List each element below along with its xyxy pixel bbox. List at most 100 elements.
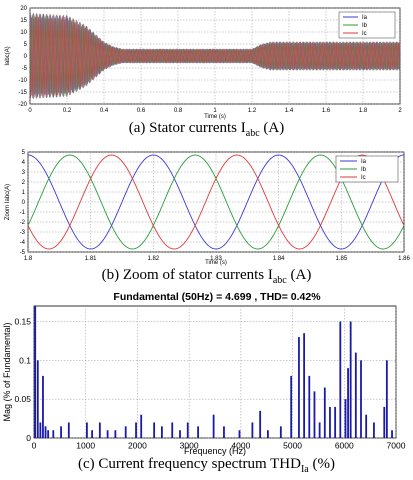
x-tick-label: 1.84	[273, 256, 285, 262]
x-tick-label: 1.6	[322, 108, 331, 114]
y-tick-label: 5	[22, 150, 26, 156]
chart-zoom-stator-currents: 5 4 3 2 1 0 -1 -2 -3 -4 -5 1.8 1.81 1.82 1.83 1.84 1.85…	[5, 150, 411, 266]
y-tick-label: -2	[20, 220, 26, 226]
spectrum-bar	[179, 430, 181, 438]
y-tick-label: -15	[18, 90, 27, 96]
spectrum-bar	[354, 352, 357, 438]
spectrum-bar	[47, 430, 50, 438]
legend-entry-ia: Ia	[361, 159, 367, 165]
spectrum-bar	[339, 321, 342, 438]
spectrum-bar	[347, 368, 349, 438]
y-tick-label: 0.05	[14, 394, 31, 404]
y-tick-label: -1	[20, 210, 26, 216]
spectrum-bar	[34, 306, 37, 438]
x-tick-label: 1.83	[210, 256, 222, 262]
spectrum-bar	[86, 422, 88, 438]
x-tick-label: 1.2	[248, 108, 257, 114]
spectrum-bar	[42, 375, 44, 438]
trace-ic	[29, 13, 401, 100]
x-tick-label: 1.86	[398, 256, 410, 262]
x-tick-label: 4000	[231, 441, 250, 451]
spectrum-bar	[36, 360, 39, 438]
y-tick-label: -5	[22, 66, 28, 72]
legend-entry-ib: Ib	[362, 23, 368, 29]
x-tick-label: 1	[213, 108, 217, 114]
y-tick-label: 3	[22, 170, 26, 176]
spectrum-bar	[290, 375, 293, 438]
x-tick-label: 2000	[128, 441, 147, 451]
legend-entry-ic: Ic	[361, 175, 366, 181]
x-tick-label: 3000	[180, 441, 199, 451]
spectrum-bar	[212, 414, 215, 438]
legend: Ia Ib Ic	[338, 11, 396, 39]
y-tick-label: 0	[24, 54, 28, 60]
spectrum-bar	[267, 430, 269, 438]
y-ticks: 20 15 10 5 0 -5 -10 -15 -20	[18, 6, 27, 108]
spectrum-bar	[124, 426, 127, 438]
y-tick-label: 20	[20, 6, 27, 12]
x-tick-label: 1.4	[285, 108, 294, 114]
caption-b: (b) Zoom of stator currents Iabc (A)	[101, 267, 312, 286]
spectrum-bar	[135, 422, 137, 438]
spectrum-bar	[223, 426, 225, 438]
legend-entry-ic: Ic	[362, 31, 367, 37]
spectrum-bar	[60, 426, 62, 438]
spectrum-bar	[298, 337, 300, 438]
spectrum-bar	[140, 414, 143, 438]
spectrum-bar	[106, 430, 109, 438]
spectrum-bar	[373, 422, 375, 438]
legend-entry-ia: Ia	[362, 15, 368, 21]
chart-stator-currents: 20 15 10 5 0 -5 -10 -15 -20 0 0.2 0.4 0.6 0.8 1 1.2 1.4…	[5, 6, 402, 120]
y-tick-label: 0.1	[19, 355, 31, 365]
spectrum-bar	[313, 391, 316, 438]
spectrum-bar	[44, 426, 47, 438]
x-ticks: 0 1000 2000 3000 4000 5000 6000 7000	[32, 441, 406, 451]
x-axis-label: Frequency (Hz)	[184, 446, 246, 456]
x-tick-label: 1.8	[359, 108, 368, 114]
x-tick-label: 1.82	[147, 256, 159, 262]
spectrum-bar	[171, 422, 174, 438]
y-ticks: 0 0.05 0.1 0.15	[14, 317, 31, 443]
y-tick-label: 0.15	[14, 317, 31, 327]
spectrum-bar	[238, 430, 241, 438]
x-tick-label: 0.4	[100, 108, 109, 114]
x-tick-label: 1000	[76, 441, 95, 451]
x-tick-label: 0.6	[137, 108, 146, 114]
y-tick-label: -3	[20, 230, 26, 236]
caption-c: (c) Current frequency spectrum THDIa (%)	[77, 456, 335, 475]
spectrum-bar	[91, 430, 93, 438]
y-tick-label: 0	[26, 433, 31, 443]
spectrum-bars	[34, 306, 393, 438]
current-traces	[29, 12, 401, 100]
x-tick-label: 6000	[335, 441, 354, 451]
spectrum-bar	[251, 422, 254, 438]
legend: Ia Ib Ic	[335, 155, 399, 183]
spectrum-bar	[344, 399, 347, 438]
y-tick-label: 1	[22, 190, 26, 196]
x-tick-label: 2	[398, 108, 402, 114]
y-tick-label: 2	[22, 180, 26, 186]
x-tick-label: 0	[32, 441, 37, 451]
spectrum-bar	[153, 422, 156, 438]
y-tick-label: -4	[20, 240, 26, 246]
y-tick-label: 10	[20, 30, 27, 36]
chart-title: Fundamental (50Hz) = 4.699 , THD= 0.42%	[113, 291, 321, 303]
spectrum-bar	[98, 422, 101, 438]
caption-a: (a) Stator currents Iabc (A)	[128, 120, 285, 139]
y-tick-label: -5	[20, 250, 26, 256]
spectrum-bar	[349, 321, 352, 438]
y-tick-label: 15	[20, 18, 27, 24]
x-axis-label: Time (s)	[205, 260, 227, 266]
y-tick-label: 4	[22, 160, 26, 166]
spectrum-bar	[318, 422, 321, 438]
x-tick-label: 1.8	[24, 256, 33, 262]
x-axis-label: Time (s)	[204, 114, 226, 120]
plot-area	[33, 305, 397, 439]
spectrum-bar	[334, 406, 337, 438]
spectrum-bar	[186, 422, 189, 438]
spectrum-bar	[197, 426, 199, 438]
spectrum-bar	[52, 430, 55, 438]
spectrum-bar	[303, 333, 306, 438]
x-ticks: 1.8 1.81 1.82 1.83 1.84 1.85 1.86	[24, 256, 411, 262]
legend-entry-ib: Ib	[361, 167, 367, 173]
